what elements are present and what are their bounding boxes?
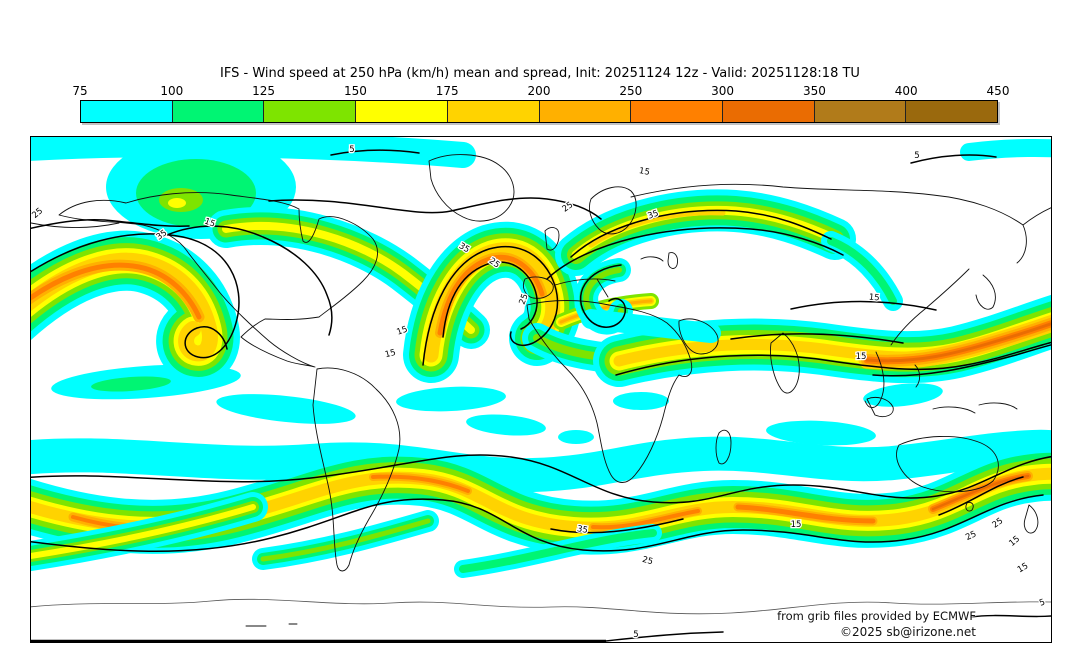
colorbar-tick-labels: 75 100 125 150 175 200 250 300 350 400 450 [72,84,1009,98]
contour-label: 5 [633,630,638,640]
spread-contour-lines [31,149,1051,642]
contour-label: 5 [1038,597,1047,608]
colorbar-segment-350-400 [813,101,906,122]
colorbar-tick: 150 [343,84,367,98]
jet-band-layer [31,262,202,320]
colorbar [80,100,998,123]
wind-speed-patch [216,394,356,424]
jet-band-layer [591,509,700,530]
jet-band-layer [625,340,777,363]
contour-label: 5 [914,151,919,161]
colorbar-segment-175-200 [446,101,539,122]
colorbar-tick: 350 [802,84,826,98]
jet-band-layer [437,254,545,336]
jet-band-layer [865,322,1051,363]
chart-title: IFS - Wind speed at 250 hPa (km/h) mean … [220,66,860,81]
colorbar-tick: 450 [986,84,1010,98]
contour-label: 15 [856,352,867,362]
attribution-copyright: ©2025 sb@irizone.net [840,625,976,639]
colorbar-tick: 300 [711,84,735,98]
wind-speed-patch [396,386,506,412]
contour-label: 15 [384,348,397,360]
colorbar-segment-75-100 [81,101,172,122]
colorbar-tick: 400 [894,84,918,98]
contour-label: 15 [1016,561,1030,575]
jet-band-layer [581,309,721,343]
colorbar-segment-300-350 [721,101,814,122]
jet-band-layer [559,299,653,324]
colorbar-tick: 175 [435,84,459,98]
jet-band-layer [588,210,726,248]
jet-band-layer [931,474,1030,511]
colorbar-segment-100-125 [171,101,264,122]
jet-band-layer [371,474,470,493]
contour-label: 15 [638,166,650,178]
jet-band-layer [735,504,876,524]
colorbar-segment-125-150 [263,101,356,122]
wind-speed-patch [168,198,186,208]
colorbar-tick: 100 [160,84,184,98]
wind-speed-patch [613,392,669,410]
colorbar-segment-200-250 [538,101,631,122]
jet-band-layer [260,518,431,562]
coastlines [31,154,1051,627]
jet-band-layer [960,138,1051,161]
colorbar-segment-150-175 [355,101,447,122]
jet-band-layer [31,504,256,559]
contour-label: 5 [349,145,354,155]
wind-speed-patch [558,430,594,444]
contour-label: 15 [868,293,880,304]
wind-speed-patch [466,414,546,436]
contour-label: 35 [576,524,588,536]
jet-band-layer [459,529,657,573]
jet-band-layer [31,429,1051,493]
wind-speed-patch [863,383,943,407]
colorbar-tick: 250 [619,84,643,98]
colorbar-segment-250-300 [630,101,722,122]
contour-label: 15 [1007,534,1022,549]
jet-band-layer [31,137,476,168]
contour-label: 25 [964,529,978,543]
colorbar-tick: 200 [527,84,551,98]
tropical-cyan-patches [51,137,943,446]
contour-label: 15 [791,520,802,530]
jet-band-layer [827,237,897,305]
world-map-panel: 25 35 15 5 35 25 25 15 15 25 35 15 5 15 15 35 25 15 25 25 15… [30,136,1052,643]
colorbar-tick: 75 [72,84,88,98]
contour-label: 25 [31,206,45,221]
contour-label: 25 [991,516,1006,530]
colorbar-segment-400-450 [905,101,998,122]
colorbar-tick: 125 [252,84,276,98]
attribution-source: from grib files provided by ECMWF [777,609,976,623]
wind-speed-patch [91,376,171,392]
wind-speed-patch [766,420,876,446]
contour-label: 15 [203,217,217,230]
jet-stream-bands [31,137,1051,578]
contour-label: 25 [641,555,654,567]
